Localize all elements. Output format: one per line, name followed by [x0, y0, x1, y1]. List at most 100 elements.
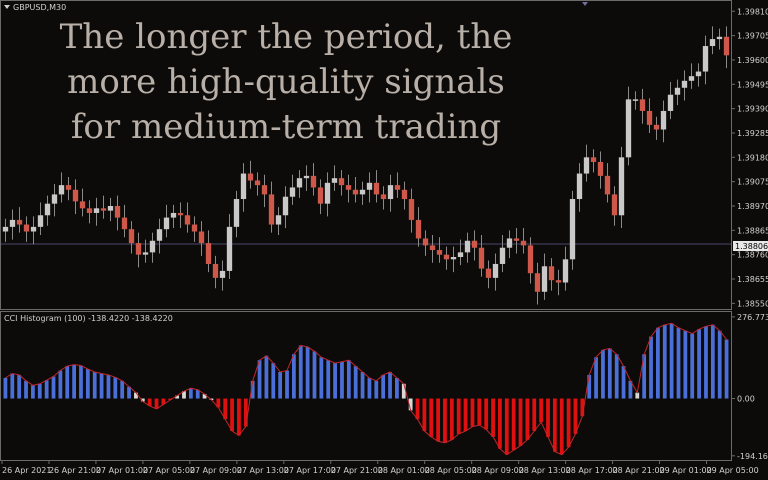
time-tick-label: 29 Apr 05:00	[707, 466, 759, 475]
candle-body	[373, 182, 380, 195]
candle-body	[415, 219, 422, 239]
time-tick-label: 28 Apr 17:00	[566, 466, 618, 475]
candle-body	[86, 208, 93, 213]
candle-body	[569, 199, 576, 260]
candle-body	[345, 185, 352, 190]
candle-body	[562, 259, 569, 283]
candle-body	[275, 215, 282, 225]
candle-body	[527, 245, 534, 274]
candle-body	[443, 254, 450, 260]
candle-body	[366, 182, 373, 190]
candle-body	[513, 238, 520, 241]
candle-body	[93, 208, 100, 213]
candle-body	[667, 94, 674, 111]
candle-body	[51, 194, 58, 204]
time-tick-label: 27 Apr 01:00	[96, 466, 148, 475]
time-tick-label: 27 Apr 21:00	[331, 466, 383, 475]
time-tick-label: 28 Apr 21:00	[613, 466, 665, 475]
candle-body	[247, 173, 254, 181]
candle-body	[9, 219, 16, 227]
time-tick-label: 28 Apr 01:00	[378, 466, 430, 475]
candle-body	[492, 263, 499, 278]
candle-body	[625, 99, 632, 158]
candle-body	[324, 182, 331, 204]
candle-body	[198, 231, 205, 244]
candle-body	[534, 273, 541, 292]
candle-body	[156, 229, 163, 241]
price-tick-label: 1.38550	[737, 299, 768, 308]
price-tick-label: 1.39600	[737, 56, 768, 65]
candle-body	[79, 201, 86, 209]
time-tick-label: 27 Apr 05:00	[143, 466, 195, 475]
candle-body	[317, 187, 324, 204]
candle-body	[478, 247, 485, 269]
price-tick-label: 1.39810	[737, 7, 768, 16]
candle-body	[674, 87, 681, 95]
candle-body	[149, 240, 156, 253]
indicator-pane-frame	[0, 311, 732, 461]
price-tick-label: 1.38970	[737, 202, 768, 211]
candle-body	[226, 226, 233, 271]
candle-body	[254, 180, 261, 186]
candle-body	[65, 185, 72, 190]
candle-body	[219, 270, 226, 278]
candle-body	[702, 46, 709, 72]
candle-body	[394, 185, 401, 190]
candle-body	[16, 219, 23, 225]
candle-body	[121, 217, 128, 230]
candle-body	[30, 226, 37, 232]
candle-body	[681, 80, 688, 88]
candle-body	[548, 266, 555, 281]
candle-body	[555, 280, 562, 283]
cci-line	[5, 322, 727, 456]
chevron-down-icon[interactable]	[4, 5, 10, 9]
time-tick-label: 28 Apr 05:00	[425, 466, 477, 475]
candle-body	[338, 178, 345, 186]
price-tick-label: 1.38760	[737, 251, 768, 260]
candle-body	[408, 199, 415, 220]
candlestick-series	[2, 26, 730, 305]
symbol-label-group[interactable]: GBPUSD,M30	[4, 3, 66, 12]
candle-body	[352, 189, 359, 195]
time-tick-label: 26 Apr 2021	[2, 466, 51, 475]
symbol-label: GBPUSD,M30	[13, 3, 66, 12]
candle-body	[611, 194, 618, 216]
candle-body	[457, 252, 464, 257]
candle-body	[205, 243, 212, 264]
price-tick-label: 1.38865	[737, 226, 768, 235]
cci-signal-line	[5, 322, 727, 456]
candle-body	[618, 157, 625, 216]
candle-body	[107, 206, 114, 211]
cci-tick-label: -194.1674	[737, 452, 768, 461]
candle-body	[450, 257, 457, 260]
candle-body	[212, 263, 219, 278]
candle-body	[576, 173, 583, 200]
candle-body	[436, 250, 443, 255]
candle-body	[233, 199, 240, 227]
candle-body	[709, 39, 716, 47]
time-tick-label: 27 Apr 13:00	[237, 466, 289, 475]
time-tick-label: 28 Apr 09:00	[472, 466, 524, 475]
candle-body	[268, 194, 275, 225]
candle-body	[177, 212, 184, 216]
time-tick-label: 26 Apr 21:00	[49, 466, 101, 475]
candle-body	[499, 247, 506, 264]
price-tick-label: 1.39180	[737, 153, 768, 162]
time-tick-label: 29 Apr 01:00	[660, 466, 712, 475]
price-tick-label: 1.39390	[737, 105, 768, 114]
cci-axis: 276.7733 0.00 -194.1674	[731, 313, 768, 461]
candle-body	[429, 245, 436, 251]
chart-shift-marker-icon[interactable]	[582, 2, 588, 6]
candle-body	[380, 194, 387, 200]
candle-body	[660, 110, 667, 130]
candle-body	[296, 178, 303, 188]
candle-body	[58, 185, 65, 195]
candle-body	[23, 224, 30, 232]
candle-body	[723, 36, 730, 56]
cci-tick-label: 276.7733	[737, 313, 768, 322]
candle-body	[142, 252, 149, 255]
caption-line-1: The longer the period, the	[60, 17, 513, 57]
candle-body	[184, 215, 191, 225]
candle-body	[2, 226, 9, 232]
